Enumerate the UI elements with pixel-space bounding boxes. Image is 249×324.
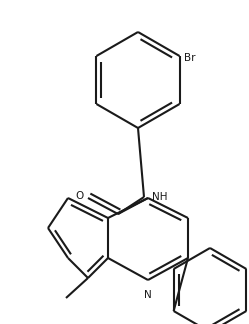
Text: N: N [144, 290, 152, 300]
Text: Br: Br [184, 53, 195, 63]
Text: O: O [76, 191, 84, 201]
Text: NH: NH [152, 192, 168, 202]
